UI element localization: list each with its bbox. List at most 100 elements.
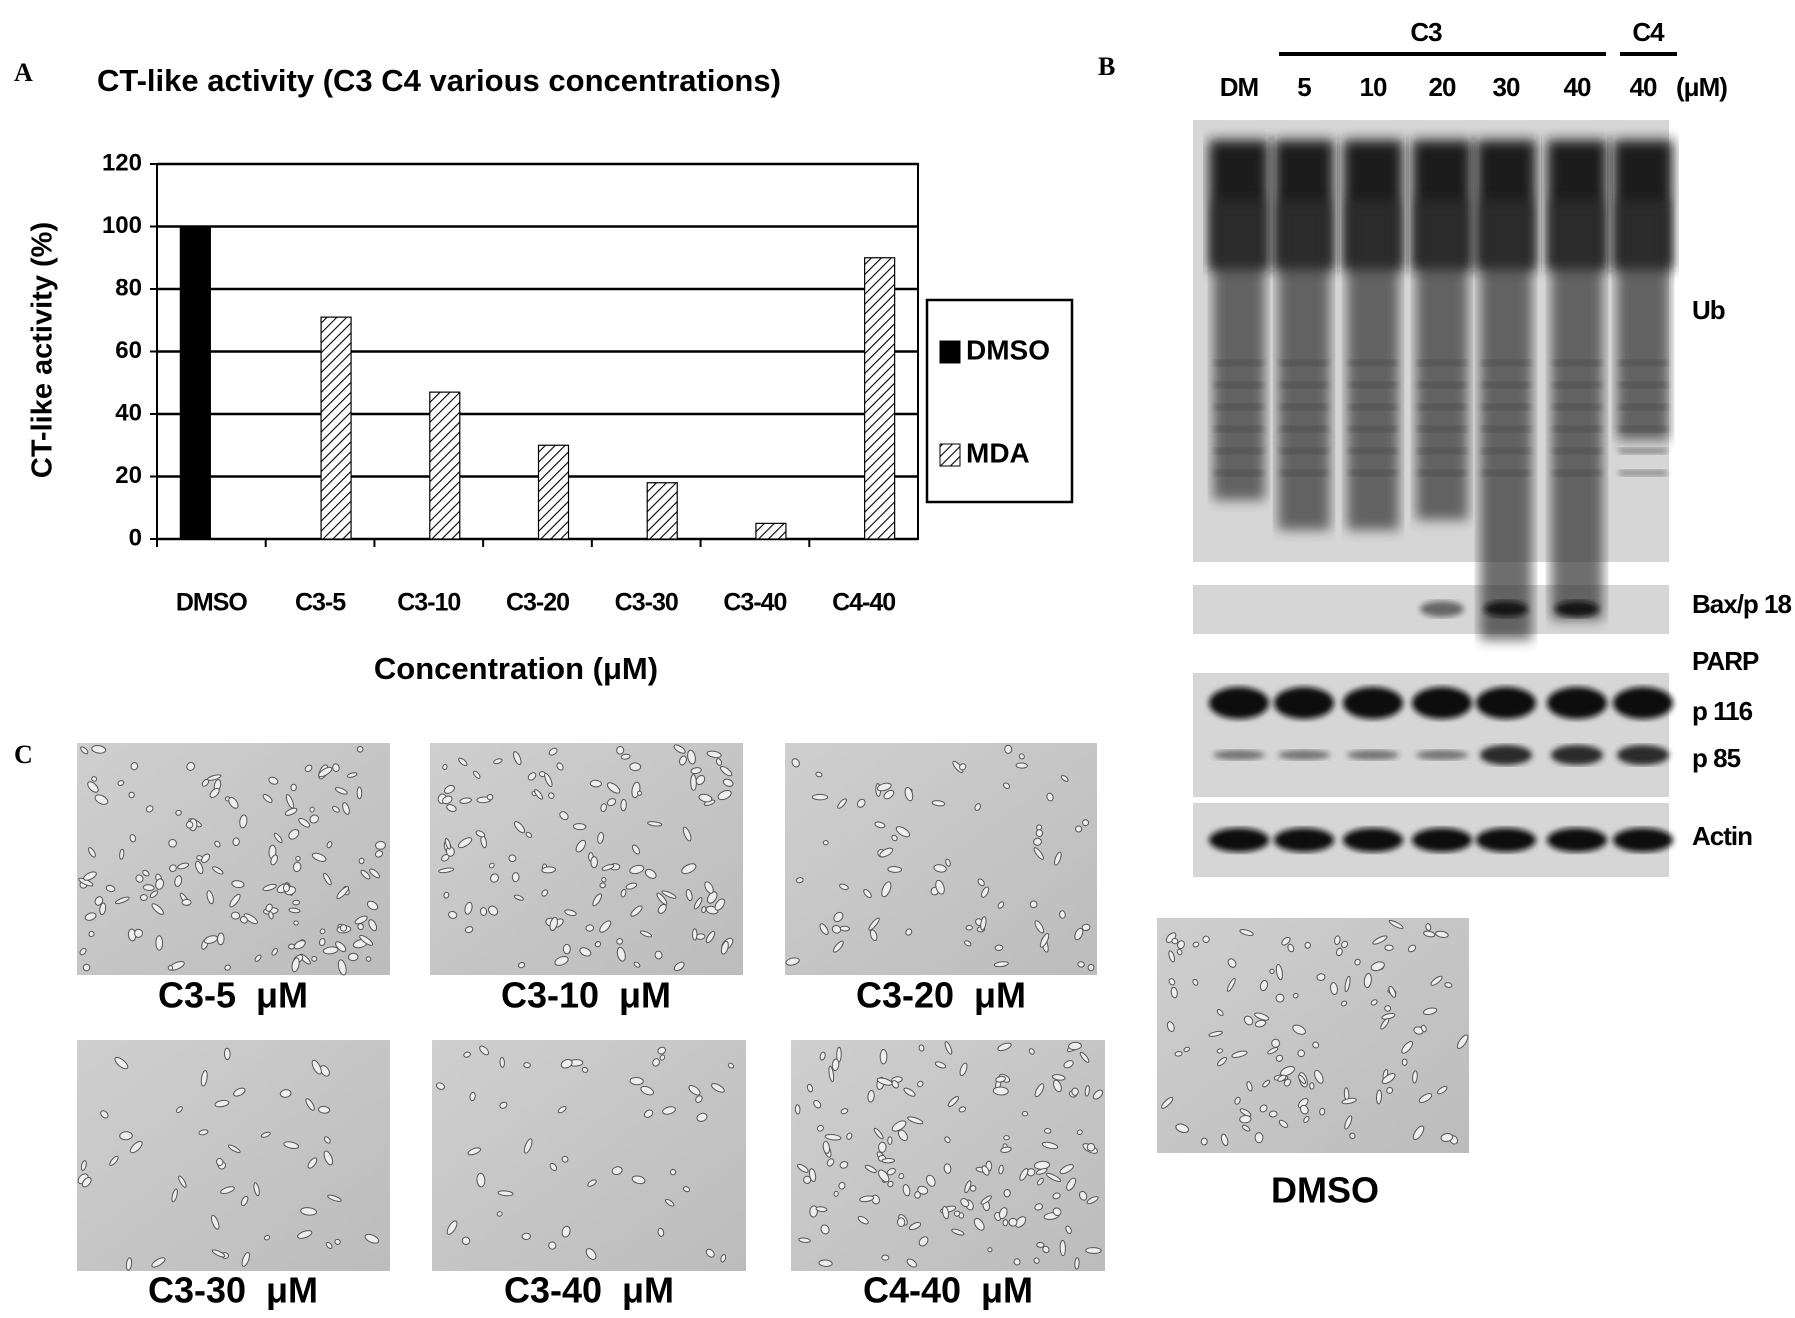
- bax-band: [1555, 601, 1599, 617]
- cell: [151, 903, 164, 915]
- legend-swatch: [939, 340, 961, 364]
- cell: [217, 932, 225, 946]
- cell: [210, 1214, 220, 1230]
- lane-label: 20: [1429, 72, 1456, 102]
- cell: [1388, 985, 1397, 998]
- cell: [1456, 1034, 1469, 1049]
- cell: [1384, 1005, 1392, 1012]
- cell: [665, 1198, 675, 1207]
- bax-band: [1484, 601, 1528, 617]
- cell: [1192, 978, 1199, 986]
- ub-band: [1349, 470, 1397, 476]
- cell: [1161, 1096, 1174, 1109]
- cell: [486, 793, 494, 801]
- cell: [857, 1215, 869, 1225]
- cell: [464, 901, 473, 915]
- cell: [981, 1165, 990, 1176]
- cell: [879, 1048, 888, 1065]
- cell: [1269, 968, 1275, 975]
- cell: [1407, 944, 1417, 953]
- cell: [323, 1150, 334, 1166]
- ub-band: [1280, 360, 1328, 366]
- cell: [1079, 1051, 1090, 1063]
- cell: [549, 1162, 558, 1172]
- cell: [1085, 1247, 1102, 1254]
- cell: [881, 881, 892, 898]
- ub-band: [1553, 404, 1601, 410]
- cell: [590, 856, 598, 869]
- cell: [1068, 1041, 1082, 1051]
- cell: [798, 1237, 811, 1243]
- bar: [179, 225, 211, 540]
- actin-band: [1274, 828, 1334, 852]
- cell: [822, 1140, 830, 1154]
- cell: [271, 947, 278, 956]
- cell: [600, 803, 608, 812]
- cell: [1227, 958, 1237, 968]
- cell: [599, 882, 606, 889]
- micrographs: C3-5 μM C3-10 μM C3-20 μM C3-30 μM C3-40 μM C…: [77, 743, 1469, 1311]
- cell: [1086, 1143, 1096, 1152]
- ub-band: [1482, 382, 1530, 388]
- cell: [135, 874, 144, 883]
- cell: [513, 894, 524, 901]
- cell: [198, 1129, 209, 1136]
- cell: [838, 1181, 846, 1190]
- cell: [167, 965, 174, 971]
- parp-band: [1343, 687, 1403, 719]
- cell: [643, 1109, 654, 1118]
- cell: [99, 902, 107, 916]
- cell: [561, 1225, 571, 1238]
- cell: [488, 905, 499, 916]
- cell: [873, 1127, 884, 1140]
- cell: [839, 1161, 849, 1169]
- cell: [863, 889, 872, 899]
- cell: [548, 1241, 557, 1250]
- cell: [1063, 1060, 1074, 1069]
- ub-band: [1349, 360, 1397, 366]
- cell: [896, 1217, 906, 1228]
- cell: [290, 783, 297, 792]
- cell: [1076, 1129, 1083, 1136]
- cell: [1000, 1146, 1012, 1153]
- cell: [629, 864, 645, 875]
- cell: [467, 1147, 482, 1156]
- cell: [149, 890, 159, 899]
- cell: [597, 831, 604, 844]
- x-tick-label: DMSO: [176, 589, 248, 617]
- cell: [951, 1228, 965, 1236]
- cell: [229, 893, 241, 908]
- cell: [606, 798, 617, 807]
- cell: [657, 903, 667, 914]
- cell: [815, 771, 823, 778]
- cell: [1092, 1089, 1104, 1100]
- ub-band: [1349, 448, 1397, 454]
- cell: [969, 1185, 977, 1192]
- cell: [155, 878, 165, 890]
- cell: [168, 838, 177, 848]
- micrograph-caption: C3-5 μM: [158, 975, 308, 1016]
- cell: [1381, 1073, 1396, 1085]
- cell: [693, 897, 703, 910]
- bar: [320, 316, 352, 540]
- cell: [1059, 910, 1066, 919]
- cell: [1314, 1069, 1324, 1084]
- cell: [831, 924, 842, 934]
- cell: [323, 872, 332, 886]
- cell: [1254, 1012, 1270, 1021]
- cell: [105, 884, 116, 893]
- cell: [887, 1136, 893, 1145]
- y-tick-label: 0: [129, 524, 142, 551]
- parp-band: [1617, 745, 1669, 765]
- cell: [1267, 1047, 1279, 1055]
- micrograph: [77, 743, 390, 975]
- cell: [659, 1054, 666, 1061]
- cell: [1420, 1024, 1427, 1033]
- cell: [374, 850, 383, 858]
- cell: [1034, 1203, 1044, 1211]
- group-label: C3: [1410, 17, 1442, 47]
- lane-label: 5: [1297, 72, 1311, 102]
- parp-band: [1347, 750, 1399, 760]
- cell: [479, 1045, 490, 1056]
